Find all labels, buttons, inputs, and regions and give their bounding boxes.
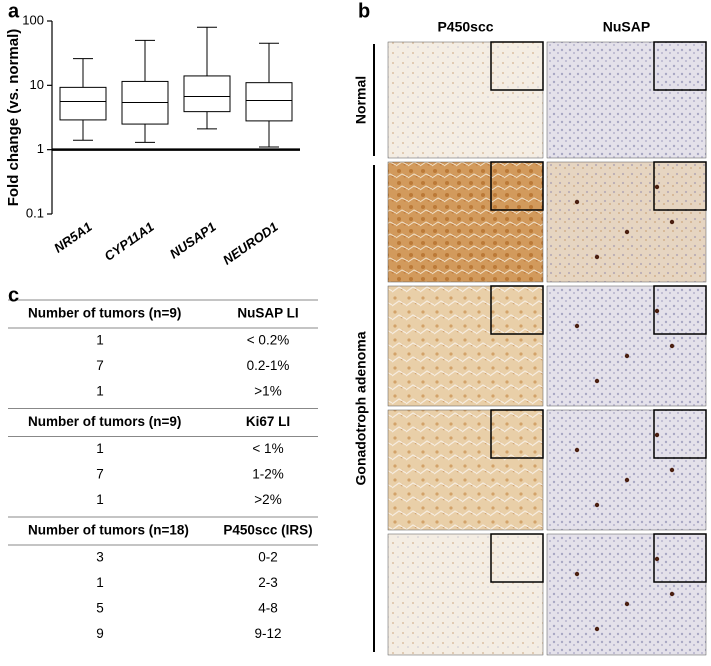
- x-tick-label: NUSAP1: [167, 219, 219, 262]
- y-axis-label: Fold change (vs. normal): [5, 29, 22, 207]
- table-cell: 3: [96, 550, 104, 565]
- inset: [653, 533, 707, 583]
- table-cell: 1: [96, 492, 104, 507]
- table-cell: 1: [96, 333, 104, 348]
- inset: [490, 533, 544, 583]
- nucleus-stain: [574, 447, 580, 453]
- y-tick-label: 100: [22, 12, 44, 27]
- nucleus-stain: [594, 502, 600, 508]
- column-label: P450scc: [437, 19, 493, 35]
- panel-label: b: [358, 0, 370, 22]
- table-cell: < 1%: [252, 441, 283, 456]
- table-cell: 1-2%: [252, 467, 284, 482]
- nucleus-stain: [654, 556, 660, 562]
- x-tick-label: NR5A1: [51, 219, 95, 256]
- nucleus-stain: [574, 199, 580, 205]
- table-cell: < 0.2%: [247, 333, 289, 348]
- table-cell: 9: [96, 626, 104, 641]
- nucleus-stain: [669, 343, 675, 349]
- table-cell: 0.2-1%: [247, 358, 290, 373]
- image-panel: P450scc NuSAP Normal Gonadotroph adenoma: [353, 19, 707, 656]
- nucleus-stain: [624, 477, 630, 483]
- box: [183, 75, 231, 113]
- panel-label: c: [8, 284, 19, 306]
- nucleus-stain: [594, 254, 600, 260]
- nucleus-stain: [624, 601, 630, 607]
- table-header: NuSAP LI: [237, 306, 298, 321]
- table-cell: >2%: [254, 492, 281, 507]
- x-tick-label: CYP11A1: [102, 219, 157, 264]
- nucleus-stain: [574, 323, 580, 329]
- nucleus-stain: [624, 353, 630, 359]
- panel-label: a: [8, 0, 20, 22]
- nucleus-stain: [624, 229, 630, 235]
- table-cell: >1%: [254, 384, 281, 399]
- nucleus-stain: [654, 432, 660, 438]
- y-tick-label: 1: [37, 141, 44, 156]
- nucleus-stain: [669, 219, 675, 225]
- box: [59, 86, 107, 121]
- inset: [490, 161, 544, 211]
- table-header: P450scc (IRS): [223, 523, 312, 538]
- table-cell: 5: [96, 601, 104, 616]
- table-cell: 7: [96, 467, 104, 482]
- table-header: Number of tumors (n=9): [28, 414, 181, 429]
- inset: [653, 285, 707, 335]
- table-header: Number of tumors (n=18): [28, 523, 189, 538]
- inset: [490, 41, 544, 91]
- inset: [653, 41, 707, 91]
- nucleus-stain: [594, 626, 600, 632]
- inset: [653, 409, 707, 459]
- nucleus-stain: [669, 591, 675, 597]
- table-cell: 1: [96, 441, 104, 456]
- nucleus-stain: [654, 308, 660, 314]
- nucleus-stain: [669, 467, 675, 473]
- nucleus-stain: [574, 571, 580, 577]
- table-cell: 1: [96, 384, 104, 399]
- table-cell: 0-2: [258, 550, 278, 565]
- summary-table: Number of tumors (n=9) NuSAP LI 1 < 0.2% 7 0.…: [8, 299, 318, 641]
- table-cell: 9-12: [254, 626, 281, 641]
- table-cell: 1: [96, 575, 104, 590]
- box: [245, 82, 293, 122]
- group-label: Normal: [353, 76, 369, 124]
- y-tick-label: 10: [30, 77, 44, 92]
- table-cell: 7: [96, 358, 104, 373]
- table-header: Number of tumors (n=9): [28, 306, 181, 321]
- inset: [653, 161, 707, 211]
- x-tick-label: NEUROD1: [220, 219, 281, 268]
- table-cell: 2-3: [258, 575, 278, 590]
- nucleus-stain: [594, 378, 600, 384]
- inset: [490, 285, 544, 335]
- nucleus-stain: [654, 184, 660, 190]
- table-cell: 4-8: [258, 601, 278, 616]
- table-header: Ki67 LI: [246, 414, 290, 429]
- group-label: Gonadotroph adenoma: [353, 331, 369, 485]
- y-tick-label: 0.1: [26, 205, 44, 220]
- column-label: NuSAP: [603, 19, 650, 35]
- inset: [490, 409, 544, 459]
